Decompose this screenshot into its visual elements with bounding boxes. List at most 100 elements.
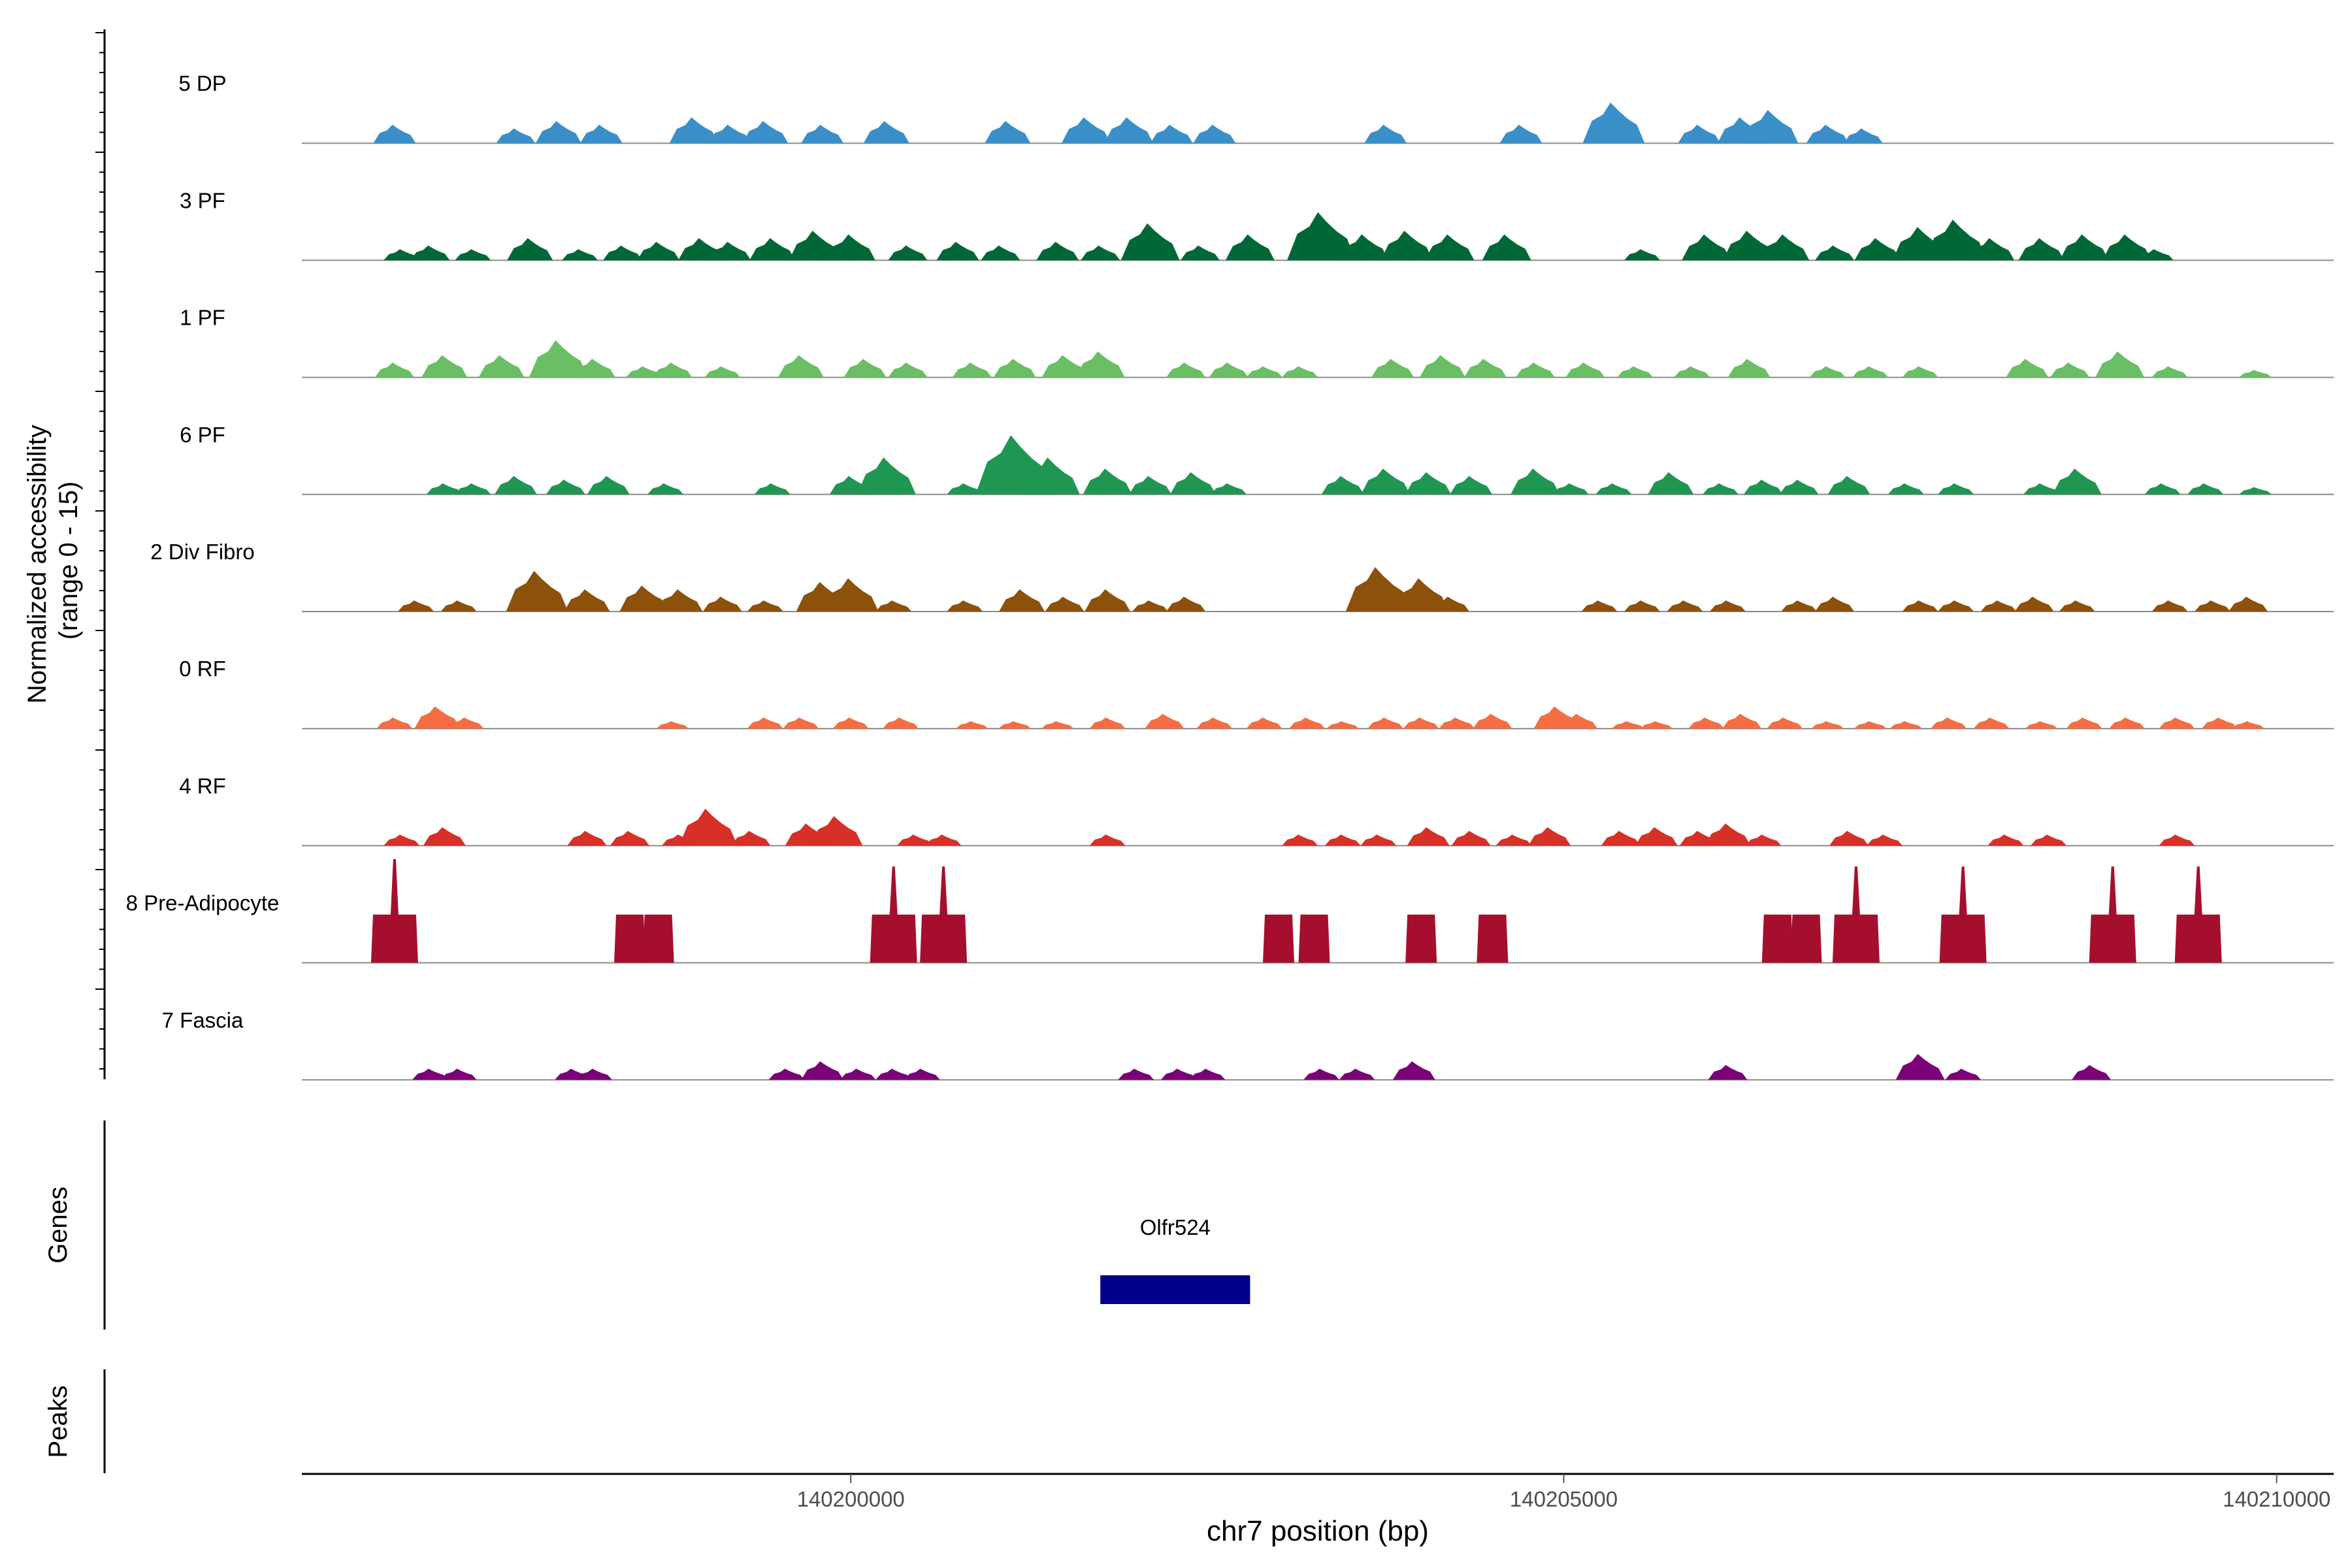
accessibility-peak xyxy=(857,457,916,495)
accessibility-peak xyxy=(2072,1065,2111,1080)
accessibility-peak xyxy=(2018,238,2065,261)
accessibility-peak xyxy=(1104,117,1154,144)
accessibility-peak xyxy=(1581,600,1618,612)
accessibility-peak xyxy=(749,238,796,261)
accessibility-peak xyxy=(669,117,719,144)
accessibility-peak xyxy=(1118,1068,1154,1080)
accessibility-peak xyxy=(2006,359,2049,378)
accessibility-peak xyxy=(1420,355,1465,378)
accessibility-peak xyxy=(1263,914,1294,963)
accessibility-peak xyxy=(1282,366,1318,378)
accessibility-peak xyxy=(410,245,450,261)
accessibility-peak xyxy=(2109,717,2145,729)
accessibility-peak xyxy=(1473,713,1512,729)
gene-track: Olfr524 xyxy=(1100,1215,1250,1304)
accessibility-peak xyxy=(1635,827,1678,846)
accessibility-peak xyxy=(2187,483,2224,495)
track-label: 0 RF xyxy=(179,657,226,681)
accessibility-peak xyxy=(1968,238,2015,261)
y-axis-title: Normalized accessibility (range 0 - 15) xyxy=(23,417,83,704)
accessibility-peak xyxy=(1595,483,1632,495)
accessibility-peak xyxy=(1678,124,1721,144)
accessibility-peak xyxy=(1674,366,1710,378)
accessibility-peak xyxy=(1189,1068,1226,1080)
accessibility-peak xyxy=(1193,124,1236,144)
accessibility-peak xyxy=(1624,249,1660,261)
accessibility-peak xyxy=(647,483,683,495)
accessibility-peak xyxy=(1790,914,1822,963)
accessibility-peak xyxy=(875,600,912,612)
accessibility-peak xyxy=(1036,242,1079,261)
accessibility-peak xyxy=(789,231,841,261)
accessibility-peak xyxy=(1682,234,1731,261)
accessibility-peak xyxy=(2159,717,2195,729)
accessibility-peak xyxy=(2059,234,2109,261)
accessibility-peak xyxy=(1815,596,1855,612)
accessibility-peak xyxy=(1392,1061,1435,1080)
accessibility-peak xyxy=(1089,717,1126,729)
accessibility-peak xyxy=(2023,483,2060,495)
accessibility-peak xyxy=(2174,866,2222,963)
accessibility-peak xyxy=(1211,483,1247,495)
accessibility-peak xyxy=(1938,483,1974,495)
accessibility-peak xyxy=(1132,600,1169,612)
accessibility-peak xyxy=(1945,1068,1982,1080)
accessibility-peak xyxy=(801,1061,844,1080)
accessibility-peak xyxy=(1515,362,1555,378)
accessibility-peak xyxy=(1450,476,1493,495)
accessibility-peak xyxy=(1815,245,1855,261)
accessibility-peak xyxy=(603,245,643,261)
accessibility-peak xyxy=(1405,472,1452,495)
accessibility-tracks: 5 DP 3 PF 1 PF 6 PF 2 Div Fibro 0 RF 4 RF 8 Pre… xyxy=(126,71,2334,1081)
accessibility-peak xyxy=(1710,600,1746,612)
accessibility-peak xyxy=(614,914,645,963)
accessibility-peak xyxy=(1703,483,1739,495)
accessibility-peak xyxy=(657,589,703,612)
accessibility-peak xyxy=(883,717,919,729)
accessibility-peak xyxy=(478,355,525,378)
accessibility-peak xyxy=(440,1068,477,1080)
accessibility-peak xyxy=(679,808,738,846)
track-1-pf: 1 PF xyxy=(180,306,2334,378)
track-label: 4 RF xyxy=(179,774,226,798)
accessibility-peak xyxy=(448,717,484,729)
accessibility-peak xyxy=(1209,362,1249,378)
accessibility-peak xyxy=(1345,567,1411,612)
accessibility-peak xyxy=(1041,355,1088,378)
accessibility-peak xyxy=(1980,600,2017,612)
accessibility-peak xyxy=(1081,245,1120,261)
track-0-rf: 0 RF xyxy=(179,657,2334,730)
accessibility-peak xyxy=(870,866,917,963)
accessibility-peak xyxy=(1150,124,1193,144)
accessibility-peak xyxy=(1832,866,1880,963)
accessibility-peak xyxy=(955,721,988,729)
accessibility-peak xyxy=(2137,249,2174,261)
accessibility-peak xyxy=(1482,234,1531,261)
accessibility-peak xyxy=(1601,830,1641,846)
accessibility-peak xyxy=(832,717,869,729)
accessibility-peak xyxy=(1289,717,1326,729)
accessibility-peak xyxy=(1843,128,1883,144)
accessibility-peak xyxy=(897,834,933,846)
accessibility-peak xyxy=(1451,830,1491,846)
accessibility-peak xyxy=(708,124,751,144)
accessibility-peak xyxy=(1129,476,1172,495)
accessibility-peak xyxy=(1779,480,1819,495)
gene-body xyxy=(1100,1275,1250,1304)
accessibility-peak xyxy=(708,242,751,261)
accessibility-peak xyxy=(653,362,693,378)
x-axis-tick-label: 140205000 xyxy=(1510,1487,1618,1511)
track-label: 3 PF xyxy=(180,188,225,212)
accessibility-peak xyxy=(2059,600,2095,612)
accessibility-peak xyxy=(2031,834,2066,846)
accessibility-peak xyxy=(2050,362,2090,378)
y-axis-title-line2: (range 0 - 15) xyxy=(54,482,83,640)
accessibility-peak xyxy=(985,121,1031,144)
accessibility-peak xyxy=(1558,713,1598,729)
accessibility-peak xyxy=(1938,600,1974,612)
accessibility-peak xyxy=(576,1068,612,1080)
track-label: 8 Pre-Adipocyte xyxy=(126,891,280,915)
accessibility-peak xyxy=(810,816,863,846)
accessibility-peak xyxy=(580,124,623,144)
